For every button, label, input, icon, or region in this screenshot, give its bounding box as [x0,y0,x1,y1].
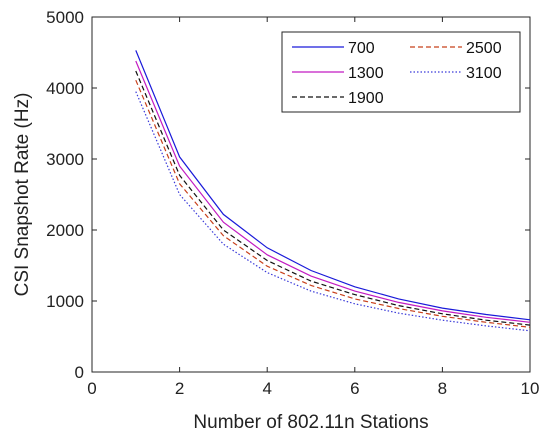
x-tick-label: 0 [87,379,96,398]
series-line-3100 [135,91,531,332]
x-axis-label: Number of 802.11n Stations [193,412,428,433]
y-tick-label: 0 [75,363,84,382]
x-axis-ticks: 0 2 4 6 8 10 [87,17,539,398]
y-tick-label: 1000 [46,292,84,311]
y-tick-label: 5000 [46,8,84,27]
series-line-1300 [135,60,531,323]
legend-label-2500: 2500 [466,40,502,57]
legend-label-1300: 1300 [348,65,384,82]
y-tick-label: 3000 [46,150,84,169]
series-line-700 [135,50,531,321]
series-line-1900 [135,70,531,326]
legend-label-3100: 3100 [466,65,502,82]
y-tick-label: 4000 [46,79,84,98]
series-lines [135,50,531,332]
x-tick-label: 4 [262,379,271,398]
series-line-2500 [135,79,531,328]
legend: 700 1300 1900 2500 3100 [281,31,521,113]
y-tick-label: 2000 [46,221,84,240]
legend-label-1900: 1900 [348,90,384,107]
y-axis-label: CSI Snapshot Rate (Hz) [12,93,33,297]
legend-label-700: 700 [348,40,375,57]
x-tick-label: 10 [521,379,540,398]
y-axis-ticks: 0 1000 2000 3000 4000 5000 [46,8,530,382]
x-tick-label: 2 [175,379,184,398]
x-tick-label: 6 [350,379,359,398]
x-tick-label: 8 [438,379,447,398]
